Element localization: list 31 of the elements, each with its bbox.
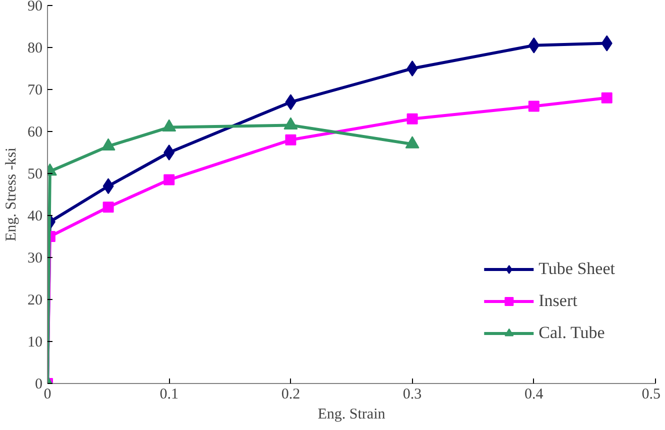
- point: [406, 113, 418, 124]
- y-tick-label: 40: [28, 208, 42, 224]
- x-tick-label: 0.4: [524, 386, 544, 402]
- y-tick-label: 50: [28, 166, 42, 182]
- y-tick-label: 30: [28, 250, 42, 266]
- y-tick-label: 90: [28, 0, 42, 14]
- x-tick-label: 0.1: [160, 386, 178, 402]
- legend-label: Insert: [538, 291, 578, 311]
- point: [164, 174, 175, 186]
- y-tick-label: 70: [28, 82, 42, 98]
- point: [101, 138, 116, 150]
- point: [528, 100, 540, 112]
- y-tick-label: 0: [35, 376, 42, 392]
- x-tick-label: 0.2: [281, 386, 300, 402]
- point: [601, 92, 612, 104]
- x-tick-label: 0.3: [402, 386, 422, 402]
- y-tick-label: 60: [28, 124, 42, 140]
- y-tick-label: 20: [28, 292, 42, 308]
- x-tick-label: 0.5: [642, 386, 660, 402]
- point: [164, 144, 175, 160]
- y-tick-label: 10: [28, 334, 42, 350]
- point: [162, 119, 176, 132]
- y-tick-label: 80: [28, 40, 42, 56]
- legend-label: Tube Sheet: [538, 259, 615, 279]
- legend-label: Cal. Tube: [538, 323, 605, 343]
- point: [285, 134, 296, 146]
- y-axis-title: Eng. Stress -ksi: [4, 148, 20, 242]
- x-axis-title: Eng. Strain: [318, 406, 386, 422]
- point: [102, 202, 114, 213]
- point: [405, 136, 420, 148]
- point: [406, 60, 418, 76]
